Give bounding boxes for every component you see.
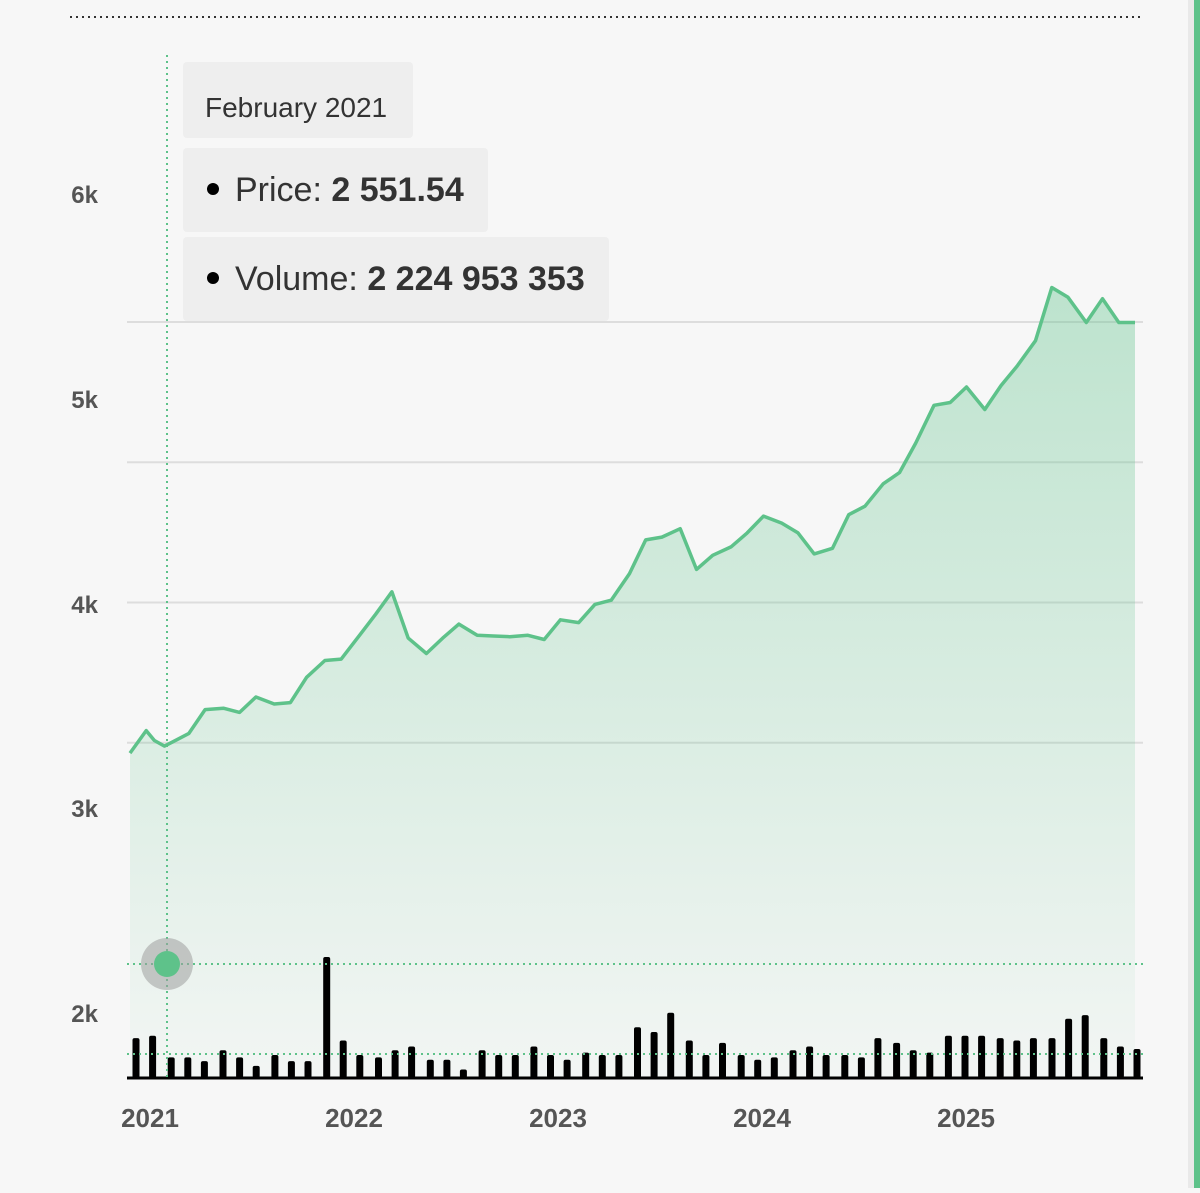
volume-bar[interactable] [443, 1059, 451, 1078]
bullet-icon [207, 272, 219, 285]
volume-bar[interactable] [530, 1046, 538, 1079]
volume-bar[interactable] [478, 1050, 486, 1078]
price-line [128, 285, 1135, 755]
volume-bar[interactable] [547, 1055, 554, 1078]
volume-bar[interactable] [702, 1055, 710, 1078]
volume-bar[interactable] [132, 1038, 140, 1078]
volume-bar[interactable] [339, 1040, 347, 1079]
tooltip-volume-value: 2 224 953 353 [367, 260, 585, 298]
volume-bar[interactable] [252, 1065, 260, 1078]
volume-bar[interactable] [841, 1055, 849, 1078]
volume-bar[interactable] [893, 1042, 901, 1078]
volume-bar[interactable] [408, 1046, 416, 1079]
volume-bar[interactable] [685, 1040, 693, 1079]
volume-bar[interactable] [271, 1055, 279, 1078]
volume-bar[interactable] [375, 1057, 382, 1078]
x-tick-label: 2023 [529, 1103, 587, 1133]
volume-bar[interactable] [978, 1035, 986, 1078]
tooltip-price-value: 2 551.54 [331, 171, 464, 209]
tooltip-volume: Volume: 2 224 953 353 [183, 237, 609, 321]
right-edge-accent [1194, 0, 1200, 1188]
volume-bar[interactable] [754, 1059, 762, 1078]
tooltip-date: February 2021 [183, 62, 413, 138]
volume-bar[interactable] [356, 1055, 364, 1078]
tooltip-price-label: Price: [235, 171, 322, 209]
y-tick-label: 6k [71, 182, 98, 209]
volume-bar[interactable] [582, 1052, 590, 1078]
volume-bar[interactable] [1116, 1046, 1124, 1079]
volume-bar[interactable] [1048, 1038, 1056, 1078]
highlight-point[interactable] [154, 951, 180, 977]
volume-bar[interactable] [149, 1035, 157, 1078]
volume-bar[interactable] [495, 1055, 503, 1078]
x-tick-label: 2025 [937, 1103, 995, 1133]
volume-bar[interactable] [200, 1061, 208, 1078]
volume-bar[interactable] [184, 1057, 192, 1078]
volume-bar[interactable] [822, 1055, 830, 1078]
volume-bar[interactable] [1133, 1049, 1141, 1078]
volume-bar[interactable] [598, 1055, 606, 1078]
y-tick-label: 3k [71, 796, 98, 823]
volume-bar[interactable] [563, 1059, 571, 1078]
volume-bar[interactable] [667, 1012, 675, 1078]
volume-bar[interactable] [1100, 1038, 1108, 1078]
volume-bar[interactable] [737, 1055, 745, 1078]
volume-bar[interactable] [1065, 1018, 1073, 1078]
volume-bar[interactable] [236, 1057, 244, 1078]
volume-bar[interactable] [615, 1055, 623, 1078]
volume-bar[interactable] [770, 1057, 778, 1078]
volume-bar[interactable] [634, 1027, 641, 1078]
volume-bar[interactable] [719, 1042, 726, 1078]
volume-bar[interactable] [806, 1046, 814, 1079]
volume-bar[interactable] [511, 1055, 519, 1078]
x-tick-label: 2024 [733, 1103, 791, 1133]
volume-bar[interactable] [874, 1038, 882, 1078]
volume-bar[interactable] [789, 1050, 797, 1078]
volume-bar[interactable] [287, 1061, 295, 1078]
volume-bar[interactable] [426, 1059, 434, 1078]
volume-bar[interactable] [650, 1032, 658, 1078]
tooltip-volume-label: Volume: [235, 260, 358, 298]
x-tick-label: 2022 [325, 1103, 383, 1133]
volume-bar[interactable] [459, 1069, 467, 1079]
tooltip-date-text: February 2021 [205, 92, 388, 123]
volume-bar[interactable] [944, 1035, 952, 1078]
volume-bar[interactable] [996, 1038, 1004, 1078]
volume-bar[interactable] [857, 1057, 865, 1078]
volume-bar[interactable] [219, 1050, 227, 1078]
volume-bar[interactable] [304, 1061, 312, 1078]
volume-bar[interactable] [909, 1050, 917, 1078]
y-tick-label: 5k [71, 387, 98, 414]
volume-bar[interactable] [323, 957, 331, 1078]
y-tick-label: 4k [71, 592, 98, 619]
volume-bar[interactable] [926, 1052, 934, 1078]
y-tick-label: 2k [71, 1001, 98, 1028]
bullet-icon [207, 183, 219, 196]
x-tick-label: 2021 [121, 1103, 179, 1133]
volume-bar[interactable] [961, 1035, 969, 1078]
volume-bar[interactable] [391, 1050, 399, 1078]
volume-bar[interactable] [1013, 1040, 1021, 1079]
volume-bar[interactable] [167, 1057, 175, 1078]
volume-bar[interactable] [1081, 1015, 1089, 1078]
volume-bar[interactable] [1029, 1038, 1037, 1078]
tooltip-price: Price: 2 551.54 [183, 148, 488, 232]
